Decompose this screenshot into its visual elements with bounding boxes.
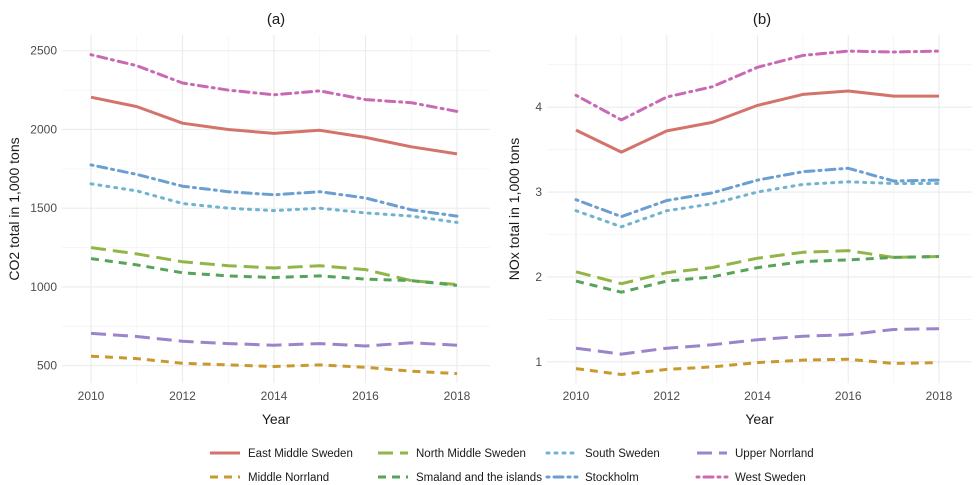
panel-title: (a): [267, 11, 285, 28]
x-tick-label: 2010: [563, 389, 590, 403]
series-line-east-middle-sweden: [90, 95, 458, 156]
y-axis-title: NOx total in 1,000 tons: [506, 138, 522, 280]
legend-label: Smaland and the islands: [416, 472, 542, 484]
x-tick-label: 2018: [926, 389, 953, 403]
legend-label: North Middle Sweden: [416, 448, 526, 460]
series-line-north-middle-sweden: [575, 249, 940, 286]
series-line-south-sweden: [89, 182, 459, 224]
series-line-middle-norrland: [90, 354, 458, 376]
x-tick-label: 2012: [653, 389, 680, 403]
x-tick-label: 2014: [261, 389, 288, 403]
legend-item: Upper Norrland: [697, 448, 814, 460]
legend: East Middle Sweden North Middle Sweden Sou…: [210, 448, 814, 484]
y-tick-label: 1000: [30, 280, 57, 294]
series-line-upper-norrland: [90, 331, 458, 348]
series-line-north-middle-sweden: [90, 246, 458, 287]
series-line-south-sweden: [574, 180, 941, 229]
x-axis-title: Year: [745, 411, 774, 427]
legend-item: East Middle Sweden: [210, 448, 353, 460]
plot-area: [62, 35, 490, 383]
x-tick-label: 2016: [835, 389, 862, 403]
y-tick-label: 500: [37, 359, 57, 373]
series-line-west-sweden: [89, 53, 459, 113]
legend-label: East Middle Sweden: [248, 448, 353, 460]
legend-item: South Sweden: [545, 448, 660, 460]
legend-label: Stockholm: [585, 472, 639, 484]
y-tick-label: 3: [535, 185, 542, 199]
y-tick-label: 2000: [30, 122, 57, 136]
y-tick-label: 4: [535, 100, 542, 114]
legend-item: North Middle Sweden: [378, 448, 526, 460]
series-line-stockholm: [574, 166, 941, 219]
x-tick-label: 2010: [78, 389, 105, 403]
x-axis-title: Year: [262, 411, 291, 427]
y-tick-label: 2: [535, 270, 542, 284]
series-line-smaland-and-the-islands: [90, 257, 458, 287]
plot-area: [547, 35, 972, 383]
series-line-middle-norrland: [575, 357, 940, 376]
y-tick-label: 2500: [30, 44, 57, 58]
x-tick-label: 2016: [352, 389, 379, 403]
legend-label: West Sweden: [735, 472, 806, 484]
panel-b: 2010 2012 2014 2016 2018 1 2 3 4 (b) Year NOx total…: [506, 11, 972, 427]
y-axis-title: CO2 total in 1,000 tons: [6, 137, 22, 280]
legend-label: Middle Norrland: [248, 472, 329, 484]
x-tick-label: 2012: [169, 389, 196, 403]
x-tick-label: 2018: [444, 389, 471, 403]
legend-item: West Sweden: [695, 472, 806, 484]
series-line-east-middle-sweden: [575, 89, 939, 154]
series-line-smaland-and-the-islands: [575, 255, 940, 294]
legend-item: Smaland and the islands: [378, 472, 542, 484]
legend-label: South Sweden: [585, 448, 660, 460]
y-tick-label: 1: [535, 355, 542, 369]
panel-a: 2010 2012 2014 2016 2018 500 1000 1500 2000 2500 (…: [6, 11, 490, 427]
series-line-stockholm: [89, 163, 459, 218]
series-line-upper-norrland: [575, 327, 940, 356]
legend-label: Upper Norrland: [735, 448, 814, 460]
x-tick-label: 2014: [744, 389, 771, 403]
panel-title: (b): [753, 11, 771, 28]
y-tick-label: 1500: [30, 201, 57, 215]
legend-item: Middle Norrland: [210, 472, 329, 484]
series-line-west-sweden: [574, 49, 941, 122]
legend-item: Stockholm: [545, 472, 639, 484]
